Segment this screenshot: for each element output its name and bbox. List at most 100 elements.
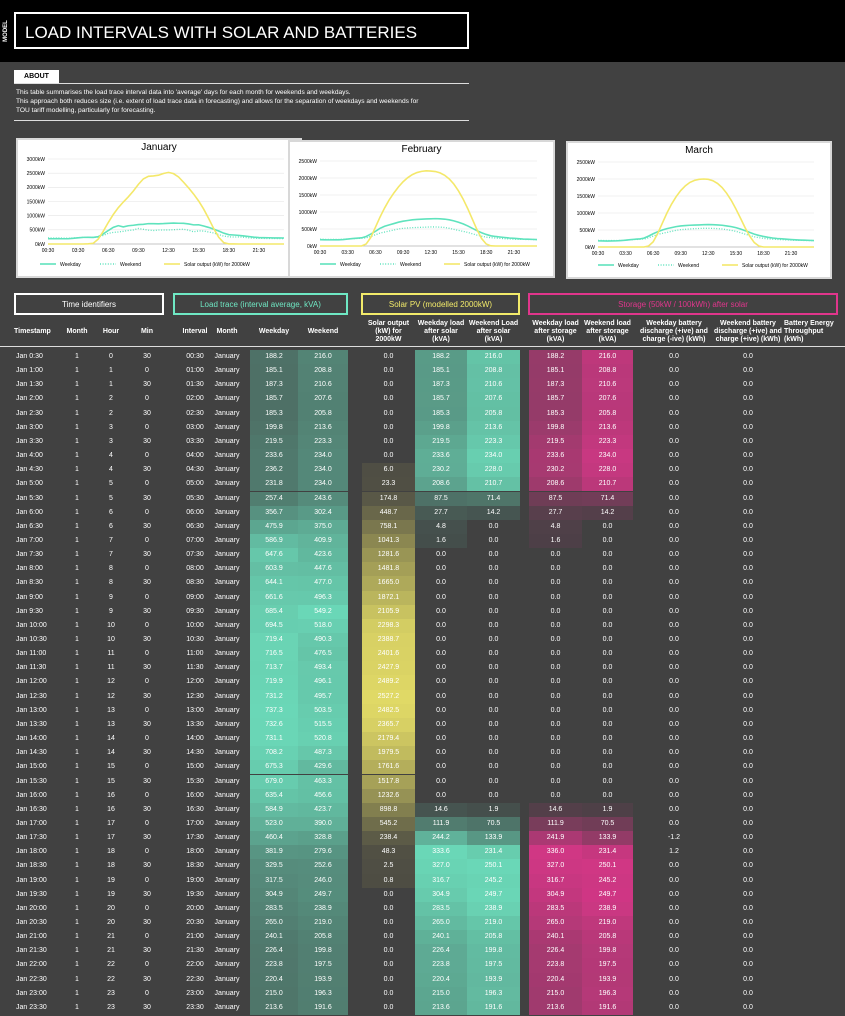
table-cell: 635.4 <box>250 788 298 803</box>
table-cell: 0.0 <box>436 791 446 799</box>
table-cell: Jan 23:00 <box>16 989 47 997</box>
x-tick-label: 00:30 <box>42 248 55 254</box>
x-tick-label: 15:30 <box>730 251 743 257</box>
table-cell: 14 <box>107 749 115 757</box>
table-cell: 0 <box>145 650 149 658</box>
table-cell: 0.0 <box>383 989 394 997</box>
table-cell: 208.8 <box>467 364 520 379</box>
table-cell: 188.2 <box>415 350 467 365</box>
y-tick-label: 1000kW <box>299 210 318 216</box>
table-cell: 283.5 <box>415 901 467 916</box>
table-cell: 265.0 <box>415 916 467 931</box>
table-cell: 0.0 <box>743 466 753 474</box>
table-cell: Jan 2:30 <box>16 409 43 417</box>
table-cell: 14.2 <box>467 505 520 520</box>
table-cell: 0.0 <box>669 579 679 587</box>
table-cell: 19 <box>107 876 115 884</box>
table-cell: 208.6 <box>529 477 582 492</box>
table-cell: 0.0 <box>436 551 446 559</box>
table-cell: 0.0 <box>550 791 561 799</box>
table-cell: 70.5 <box>467 816 520 832</box>
table-cell: 30 <box>143 494 151 502</box>
table-cell: Jan 4:00 <box>16 452 43 460</box>
table-cell: 19:30 <box>186 890 204 898</box>
table-cell: 252.6 <box>298 859 348 874</box>
table-cell: 1.9 <box>582 802 633 817</box>
table-cell: 10 <box>107 621 115 629</box>
table-cell: 304.9 <box>415 887 467 902</box>
table-cell: 0 <box>145 876 149 884</box>
table-cell: 17 <box>107 834 115 842</box>
table-cell: January <box>214 834 240 842</box>
table-cell: January <box>214 480 240 488</box>
table-cell: 0 <box>109 353 113 360</box>
table-cell: 0.0 <box>488 763 499 771</box>
table-cell: 220.4 <box>529 972 582 987</box>
table-cell: 0.0 <box>669 367 679 375</box>
table-cell: 8 <box>109 579 113 587</box>
table-cell: 27.7 <box>529 505 582 520</box>
table-cell: 234.0 <box>467 449 520 464</box>
table-cell: January <box>214 353 240 360</box>
column-header: Weekday load after storage (kVA) <box>532 320 579 343</box>
table-cell: 1 <box>75 805 79 813</box>
table-cell: 1 <box>75 522 79 530</box>
legend-label: Weekend <box>678 263 699 269</box>
table-cell: 0 <box>145 621 149 629</box>
table-cell: 233.6 <box>250 449 298 464</box>
table-cell: 133.9 <box>467 831 520 846</box>
table-cell: 185.7 <box>529 392 582 407</box>
table-cell: 223.8 <box>529 958 582 973</box>
table-cell: 0.0 <box>743 395 753 403</box>
table-cell: 0.0 <box>743 904 753 912</box>
table-cell: 0.0 <box>743 706 753 714</box>
table-cell: 0.0 <box>669 961 679 969</box>
table-cell: 0 <box>145 678 149 686</box>
table-cell: 238.9 <box>582 901 633 916</box>
table-cell: 30 <box>143 749 151 757</box>
table-cell: 12 <box>107 678 115 686</box>
table-cell: 1761.6 <box>362 760 415 775</box>
table-cell: Jan 15:30 <box>16 777 47 785</box>
table-cell: January <box>214 522 240 530</box>
table-cell: 1872.1 <box>362 590 415 605</box>
table-cell: 19 <box>107 890 115 898</box>
table-cell: 71.4 <box>467 491 520 506</box>
table-cell: 09:00 <box>186 593 204 601</box>
table-cell: 191.6 <box>298 1000 348 1016</box>
table-cell: 6 <box>109 508 113 516</box>
table-cell: January <box>214 636 240 643</box>
table-cell: 0.0 <box>602 579 613 587</box>
table-cell: 1 <box>75 961 79 969</box>
table-cell: 1 <box>75 834 79 842</box>
table-cell: January <box>214 720 240 728</box>
table-cell: 0.0 <box>602 777 613 785</box>
table-cell: 456.6 <box>298 788 348 803</box>
table-cell: 30 <box>143 636 151 643</box>
table-cell: 111.9 <box>415 816 467 832</box>
table-cell: 0 <box>145 395 149 403</box>
table-cell: 1.9 <box>467 802 520 817</box>
table-cell: 0 <box>145 933 149 941</box>
about-tab[interactable]: ABOUT <box>14 70 59 84</box>
table-cell: 30 <box>143 1003 151 1011</box>
table-cell: Jan 21:00 <box>16 933 47 941</box>
table-cell: 0.0 <box>669 536 679 544</box>
table-cell: 20 <box>107 919 115 926</box>
table-cell: Jan 21:30 <box>16 947 47 955</box>
table-cell: 0.0 <box>383 381 394 389</box>
table-cell: 00:30 <box>186 353 204 360</box>
table-cell: 1 <box>75 749 79 757</box>
table-cell: 1 <box>75 593 79 601</box>
table-cell: 19:00 <box>186 876 204 884</box>
table-cell: 0.0 <box>488 650 499 658</box>
table-cell: 22:00 <box>186 961 204 969</box>
table-cell: 409.9 <box>298 533 348 549</box>
table-cell: 0.0 <box>743 777 753 785</box>
table-cell: 01:00 <box>186 367 204 375</box>
table-cell: January <box>214 763 240 771</box>
table-cell: 18 <box>107 862 115 870</box>
table-cell: 30 <box>143 777 151 785</box>
table-cell: 0.0 <box>488 678 499 686</box>
